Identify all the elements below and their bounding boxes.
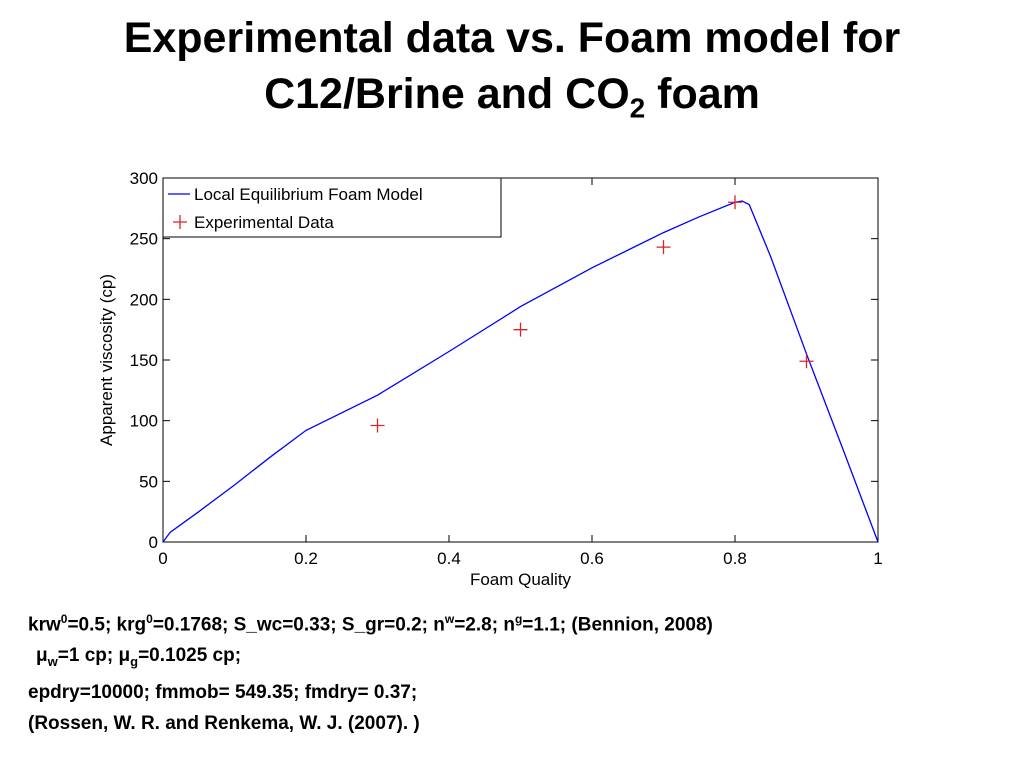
- slide-title: Experimental data vs. Foam model for C12…: [0, 10, 1024, 137]
- data-point: [370, 418, 385, 433]
- title-line: Experimental data vs. Foam model for: [123, 14, 901, 62]
- note-sup: 0: [60, 612, 68, 626]
- title-subscript: 2: [629, 92, 646, 124]
- plot-area: [162, 177, 879, 543]
- note-line: epdry=10000; fmmob= 549.35; fmdry= 0.37;: [28, 682, 418, 704]
- note-sub: w: [47, 654, 58, 670]
- notes: krw0=0.5; krg0=0.1768; S_wc=0.33; S_gr=0…: [28, 604, 713, 739]
- note-text: =2.8; n: [454, 614, 515, 636]
- x-tick-label: 0.4: [437, 549, 461, 568]
- y-tick-label: 250: [130, 230, 158, 249]
- chart: 0 0.2 0.4 0.6 0.8 1 0 50 100 150 200 250 300 Foam Qua…: [97, 169, 883, 589]
- title-text: C12/Brine and CO: [264, 70, 630, 118]
- note-sup: g: [514, 612, 523, 626]
- legend-label: Local Equilibrium Foam Model: [194, 185, 423, 204]
- note-sup: 0: [146, 612, 153, 626]
- y-tick-label: 50: [139, 472, 158, 491]
- note-sub: g: [130, 654, 139, 670]
- title-text: foam: [645, 70, 760, 118]
- note-sup: w: [444, 612, 455, 626]
- data-point: [728, 195, 742, 210]
- title-line: C12/Brine and CO2 foam: [0, 66, 1024, 137]
- y-tick-label: 200: [130, 290, 158, 309]
- y-tick-label: 150: [130, 351, 158, 370]
- note-text: =0.5; krg: [67, 614, 147, 636]
- note-text: =0.1025 cp;: [138, 645, 242, 667]
- note-text: krw: [28, 614, 61, 636]
- x-tick-label: 0: [158, 549, 167, 568]
- data-point: [656, 240, 671, 255]
- x-tick-label: 0.2: [294, 549, 318, 568]
- line-series: [162, 200, 879, 543]
- y-tick-label: 100: [130, 412, 158, 431]
- note-text: =0.1768; S_wc=0.33; S_gr=0.2; n: [152, 614, 445, 636]
- legend-label: Experimental Data: [194, 213, 334, 232]
- note-text: μ: [36, 645, 48, 667]
- data-point: [799, 354, 814, 369]
- note-line: μw=1 cp; μg=0.1025 cp;: [28, 640, 713, 677]
- x-tick-label: 0.8: [723, 549, 747, 568]
- legend-box: [162, 177, 502, 238]
- x-axis-label: Foam Quality: [470, 570, 572, 589]
- y-tick-label: 0: [149, 533, 158, 552]
- y-axis-label: Apparent viscosity (cp): [97, 274, 116, 446]
- note-line: (Rossen, W. R. and Renkema, W. J. (2007)…: [28, 713, 420, 735]
- y-tick-label: 300: [130, 169, 158, 188]
- legend-marker: [173, 215, 187, 229]
- x-tick-label: 1: [873, 549, 882, 568]
- x-tick-label: 0.6: [580, 549, 604, 568]
- note-line: krw0=0.5; krg0=0.1768; S_wc=0.33; S_gr=0…: [28, 604, 713, 640]
- data-point: [513, 322, 528, 337]
- note-text: =1 cp; μ: [57, 645, 131, 667]
- note-text: =1.1; (Bennion, 2008): [522, 614, 713, 636]
